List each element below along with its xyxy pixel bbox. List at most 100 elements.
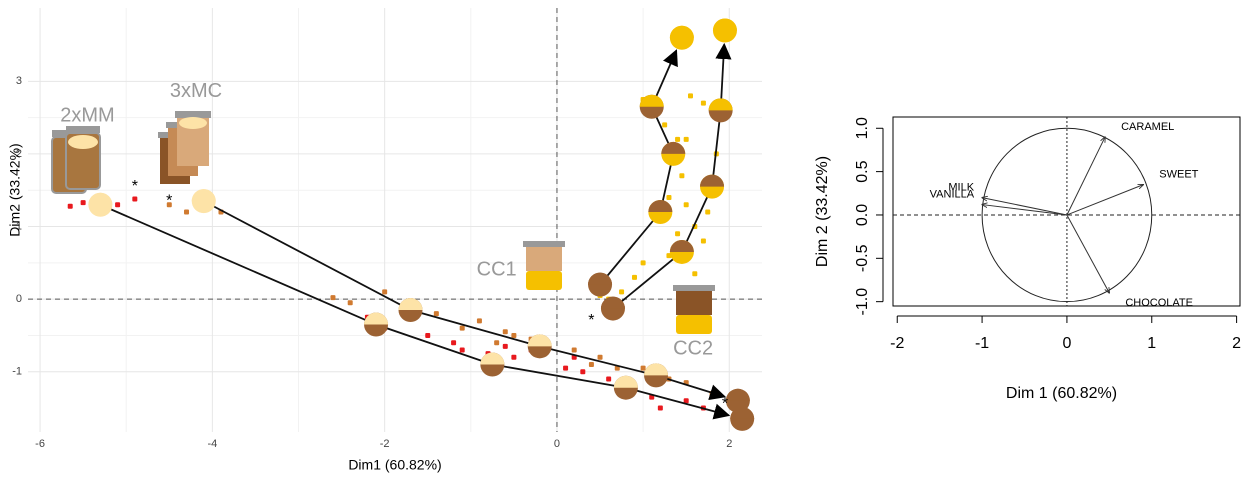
x-tick-label: -2 xyxy=(380,438,390,450)
point xyxy=(571,347,577,353)
y-tick-label: 2 xyxy=(16,148,22,160)
point xyxy=(588,361,594,367)
point xyxy=(683,136,689,142)
point xyxy=(662,122,668,128)
loading-arrow xyxy=(1066,137,1105,216)
x-tick-label: 0 xyxy=(1062,335,1071,352)
point xyxy=(580,369,586,375)
node-top xyxy=(588,272,613,285)
loading-arrow xyxy=(1066,214,1109,293)
variable-label: CHOCOLATE xyxy=(1125,297,1193,309)
left-chart: -6 -4 -2 0 2 -1 0 1 2 3 Dim1 (60.82%) Dim2 (33.42%)… xyxy=(7,8,762,473)
annotation: * xyxy=(132,178,138,195)
node-top xyxy=(648,200,673,213)
y-tick-label: -0.5 xyxy=(854,244,871,272)
loading-arrow xyxy=(982,205,1067,216)
group-label: 2xMM xyxy=(60,104,114,126)
point xyxy=(683,202,689,208)
jar-icons xyxy=(51,111,715,334)
variable-label: CARAMEL xyxy=(1121,121,1174,133)
point xyxy=(132,196,138,202)
point xyxy=(476,318,482,324)
node-top xyxy=(661,141,686,154)
variable-label: SWEET xyxy=(1159,169,1198,181)
y-tick-label: 0.0 xyxy=(854,204,871,226)
jar-2xmm xyxy=(51,126,101,194)
y-tick-label: 0 xyxy=(16,293,22,305)
point xyxy=(619,289,625,295)
point xyxy=(502,329,508,335)
loading-arrow xyxy=(982,198,1068,216)
point xyxy=(675,231,681,237)
annotation: * xyxy=(588,312,594,329)
node-top xyxy=(669,239,694,252)
point xyxy=(640,365,646,371)
point xyxy=(459,325,465,331)
point xyxy=(382,289,388,295)
loading-arrow xyxy=(1066,185,1143,216)
point xyxy=(631,274,637,280)
node-top xyxy=(480,352,505,365)
point xyxy=(433,311,439,317)
node-top xyxy=(700,174,725,187)
variable-label: MILK xyxy=(948,182,974,194)
point xyxy=(692,271,698,277)
x-axis-label: Dim1 (60.82%) xyxy=(348,457,441,473)
jar-3xmc xyxy=(158,111,211,184)
x-tick-label: 2 xyxy=(726,438,732,450)
x-tick-label: -2 xyxy=(890,335,904,352)
point xyxy=(597,354,603,360)
point xyxy=(347,300,353,306)
y-tick-label: 1 xyxy=(16,220,22,232)
node-top xyxy=(398,298,423,311)
y-axis-label: Dim2 (33.42%) xyxy=(7,143,23,236)
x-tick-label: -6 xyxy=(35,438,45,450)
plot-area xyxy=(28,8,762,432)
right-chart: -2 -1 0 1 2 -1.0 -0.5 0.0 0.5 1.0 Dim 1 (60.82%) Di… xyxy=(814,116,1241,402)
point xyxy=(700,238,706,244)
node-top xyxy=(639,94,664,107)
jar-cc1 xyxy=(523,241,565,290)
point xyxy=(494,340,500,346)
y-axis-label: Dim 2 (33.42%) xyxy=(814,156,831,267)
point xyxy=(67,203,73,209)
point xyxy=(166,202,172,208)
node-top xyxy=(600,296,625,309)
node-top xyxy=(669,25,694,38)
variable-label: VANILLA xyxy=(930,188,975,200)
point xyxy=(606,376,612,382)
node-top xyxy=(712,18,737,31)
point xyxy=(511,354,517,360)
y-tick-label: -1 xyxy=(12,366,22,378)
node-top xyxy=(613,375,638,388)
point xyxy=(184,209,190,215)
point xyxy=(683,398,689,404)
point xyxy=(666,194,672,200)
node-top xyxy=(725,388,750,401)
point xyxy=(675,136,681,142)
point xyxy=(679,173,685,179)
point xyxy=(80,200,86,206)
point xyxy=(563,365,569,371)
point xyxy=(657,405,663,411)
annotation: * xyxy=(722,396,728,413)
point xyxy=(459,347,465,353)
point xyxy=(115,202,121,208)
jar-cc2 xyxy=(673,285,715,334)
node-top xyxy=(708,98,733,111)
y-tick-label: 0.5 xyxy=(854,160,871,182)
point xyxy=(502,343,508,349)
node-top xyxy=(88,192,113,205)
y-tick-label: 1.0 xyxy=(854,117,871,139)
node-top xyxy=(191,189,216,202)
group-label: CC2 xyxy=(673,338,713,360)
x-tick-label: -4 xyxy=(207,438,217,450)
point xyxy=(330,295,336,301)
point xyxy=(640,260,646,266)
x-axis-label: Dim 1 (60.82%) xyxy=(1006,385,1117,402)
point xyxy=(687,93,693,99)
point xyxy=(511,332,517,338)
point xyxy=(700,100,706,106)
node-top xyxy=(527,334,552,347)
